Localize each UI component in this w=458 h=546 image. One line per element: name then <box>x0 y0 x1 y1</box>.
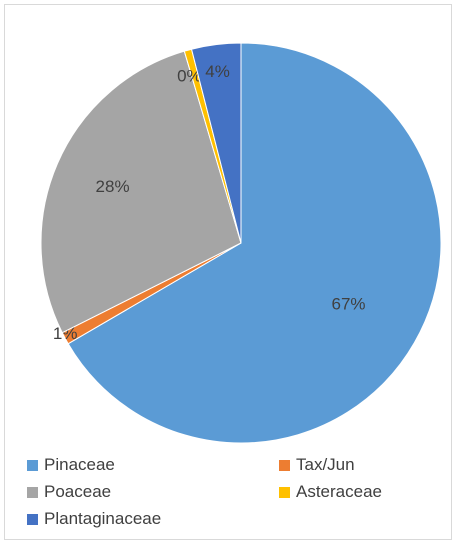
legend-swatch-tax-jun <box>279 459 290 471</box>
data-label-pinaceae: 67% <box>332 294 366 313</box>
legend-item-pinaceae: Pinaceae <box>27 455 115 475</box>
legend-item-plantaginaceae: Plantaginaceae <box>27 509 161 529</box>
pie-slice-pinaceae <box>67 42 442 444</box>
legend-swatch-asteraceae <box>279 486 290 498</box>
legend-label-asteraceae: Asteraceae <box>296 482 382 501</box>
legend-swatch-poaceae <box>27 486 38 498</box>
chart-frame: 67% 1% 28% 0% 4% Pinaceae Tax/Jun Poaceae As… <box>4 4 452 540</box>
pie-slice-poaceae <box>40 50 242 334</box>
legend-item-poaceae: Poaceae <box>27 482 111 502</box>
data-label-asteraceae: 0% <box>177 67 202 86</box>
pie-slice-plantaginaceae <box>190 42 242 244</box>
legend-item-asteraceae: Asteraceae <box>279 482 382 502</box>
pie-chart: 67%1%28%0% 4% <box>40 42 442 444</box>
legend-item-tax-jun: Tax/Jun <box>279 455 355 475</box>
legend-swatch-plantaginaceae <box>27 513 38 525</box>
legend-label-poaceae: Poaceae <box>44 482 112 501</box>
data-label-poaceae: 28% <box>96 177 130 196</box>
legend-swatch-pinaceae <box>27 459 38 471</box>
legend-label-pinaceae: Pinaceae <box>44 455 115 474</box>
data-label-plantaginaceae: 4% <box>205 62 230 81</box>
legend-label-plantaginaceae: Plantaginaceae <box>44 509 162 528</box>
legend-label-tax-jun: Tax/Jun <box>296 455 355 474</box>
